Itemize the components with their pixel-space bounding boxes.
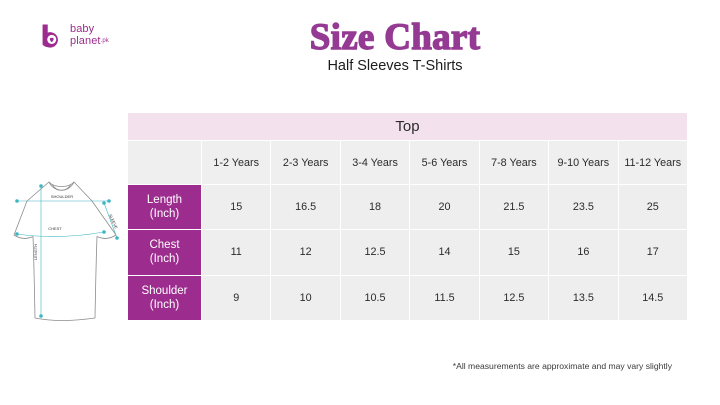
svg-text:SHOULDER: SHOULDER [51,194,73,199]
svg-text:CHEST: CHEST [48,226,62,231]
svg-text:LENGTH: LENGTH [33,244,38,260]
